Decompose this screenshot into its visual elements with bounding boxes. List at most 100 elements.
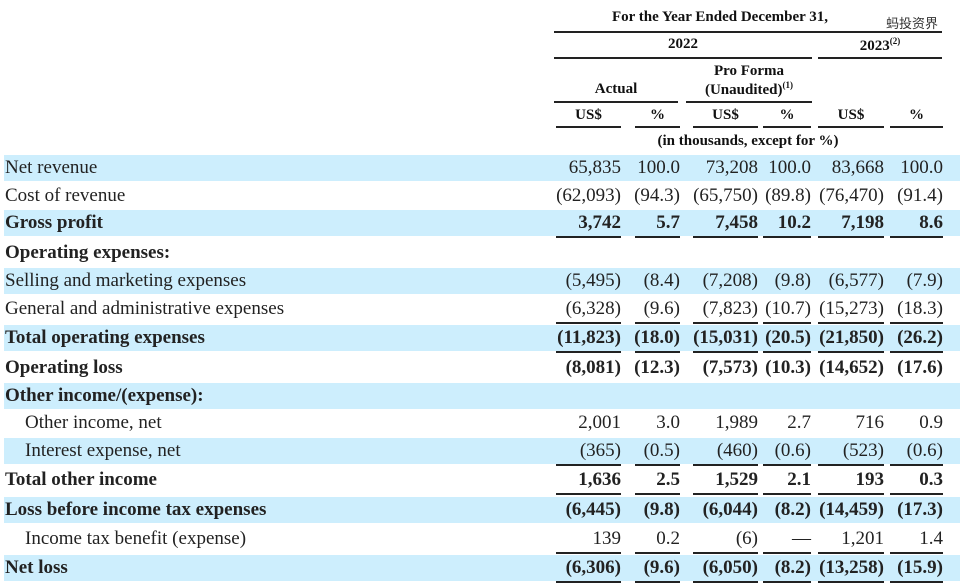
row-value: (460) — [716, 440, 758, 461]
row-label: Total other income — [5, 469, 157, 490]
total-underline — [556, 552, 621, 554]
row-value: (6,044) — [702, 499, 758, 520]
total-underline — [556, 236, 621, 238]
total-underline — [890, 493, 943, 495]
divider — [890, 126, 943, 128]
table-row: Cost of revenue (62,093) (94.3) (65,750) (89… — [0, 183, 960, 209]
total-underline — [556, 581, 621, 583]
row-label: General and administrative expenses — [5, 298, 285, 319]
row-value: 100.0 — [768, 157, 811, 178]
table-row: Income tax benefit (expense) 139 0.2 (6) — 1,… — [0, 526, 960, 554]
total-underline — [635, 351, 680, 353]
row-value: 0.3 — [919, 469, 943, 490]
row-label: Interest expense, net — [25, 440, 181, 461]
row-value: (7,573) — [702, 357, 758, 378]
year-2023-text: 2023 — [859, 38, 890, 54]
row-value: 1.4 — [919, 528, 943, 549]
total-underline — [693, 464, 758, 466]
row-value: (94.3) — [634, 185, 680, 206]
total-underline — [556, 322, 621, 324]
row-value: 1,989 — [715, 412, 758, 433]
row-shading — [4, 155, 960, 181]
row-value: 716 — [855, 412, 885, 433]
row-value: (7,823) — [702, 298, 758, 319]
row-value: 193 — [855, 469, 885, 490]
row-value: 5.7 — [656, 212, 680, 233]
row-label: Total operating expenses — [5, 327, 205, 348]
row-value: (26.2) — [897, 327, 943, 348]
row-value: (76,470) — [819, 185, 884, 206]
row-value: 7,198 — [841, 212, 884, 233]
row-value: 1,529 — [715, 469, 758, 490]
row-value: 139 — [592, 528, 622, 549]
divider — [686, 101, 812, 103]
total-underline — [818, 464, 884, 466]
total-underline — [635, 464, 680, 466]
row-value: (9.8) — [774, 270, 811, 291]
total-underline — [890, 236, 943, 238]
row-value: (6,577) — [828, 270, 884, 291]
table-row: Operating loss (8,081) (12.3) (7,573) (10.3)… — [0, 355, 960, 381]
row-shading — [4, 268, 960, 294]
row-value: (14,459) — [819, 499, 884, 520]
divider — [693, 126, 758, 128]
row-value: (17.3) — [897, 499, 943, 520]
total-underline — [890, 464, 943, 466]
row-shading — [4, 438, 960, 464]
total-underline — [818, 351, 884, 353]
total-underline — [818, 322, 884, 324]
table-row: Interest expense, net (365) (0.5) (460) (0.6… — [0, 438, 960, 466]
row-value: 100.0 — [900, 157, 943, 178]
total-underline — [763, 322, 811, 324]
footnote-2: (2) — [889, 36, 901, 46]
table-row: Other income/(expense): — [0, 383, 960, 409]
divider — [635, 126, 680, 128]
column-header: US$ — [837, 107, 865, 123]
row-value: (9.6) — [643, 298, 680, 319]
row-value: (10.3) — [765, 357, 811, 378]
row-value: (15,273) — [819, 298, 884, 319]
divider — [554, 101, 678, 103]
row-value: (9.6) — [643, 557, 680, 578]
row-label: Cost of revenue — [5, 185, 126, 206]
row-value: 7,458 — [715, 212, 758, 233]
table-row: General and administrative expenses (6,32… — [0, 296, 960, 324]
total-underline — [693, 581, 758, 583]
column-header: US$ — [712, 107, 739, 123]
total-underline — [635, 581, 680, 583]
row-value: (7,208) — [702, 270, 758, 291]
pro-forma-heading-1: Pro Forma — [713, 63, 785, 79]
row-value: 2.7 — [787, 412, 811, 433]
table-row: Net revenue 65,835 100.0 73,208 100.0 83,668 1… — [0, 155, 960, 181]
row-value: 2,001 — [578, 412, 621, 433]
row-label: Net revenue — [5, 157, 98, 178]
row-value: (18.0) — [634, 327, 680, 348]
row-value: 2.5 — [656, 469, 680, 490]
divider — [554, 31, 942, 33]
row-value: (91.4) — [897, 185, 943, 206]
row-value: (12.3) — [634, 357, 680, 378]
row-value: 0.2 — [656, 528, 680, 549]
row-value: (6,328) — [565, 298, 621, 319]
row-value: (5,495) — [565, 270, 621, 291]
row-value: (20.5) — [765, 327, 811, 348]
divider — [763, 126, 811, 128]
table-row: Gross profit 3,742 5.7 7,458 10.2 7,198 8.6 — [0, 210, 960, 238]
total-underline — [635, 552, 680, 554]
row-value: (6,050) — [702, 557, 758, 578]
row-shading — [4, 325, 960, 351]
year-2022-heading: 2022 — [668, 36, 698, 52]
row-value: — — [792, 528, 811, 549]
row-value: (15.9) — [897, 557, 943, 578]
row-value: (8.2) — [774, 499, 811, 520]
watermark: 蚂投资界 — [886, 17, 939, 32]
row-value: (6) — [735, 528, 758, 549]
table-row: Selling and marketing expenses (5,495) (8.… — [0, 268, 960, 294]
row-label: Other income/(expense): — [5, 385, 204, 406]
row-shading — [4, 497, 960, 523]
row-value: 3,742 — [578, 212, 621, 233]
total-underline — [635, 322, 680, 324]
row-label: Gross profit — [5, 212, 103, 233]
total-underline — [556, 493, 621, 495]
row-label: Selling and marketing expenses — [5, 270, 247, 291]
